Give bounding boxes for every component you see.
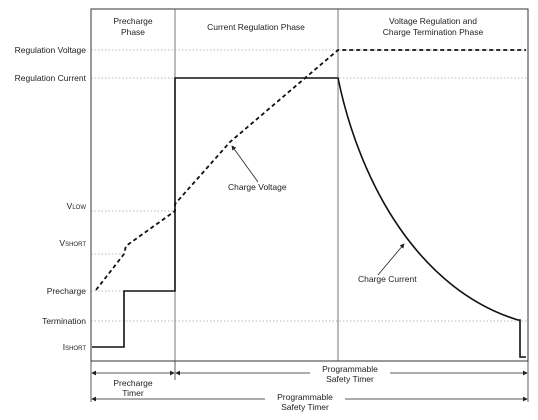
label-termination: Termination (42, 316, 86, 326)
label-v-low: VLOW (67, 201, 87, 211)
label-v-short-main: V (59, 238, 65, 248)
precharge-timer-line2: Timer (122, 388, 144, 398)
label-regulation-voltage: Regulation Voltage (15, 45, 87, 55)
charge-voltage-leader (231, 145, 259, 183)
charge-current-leader (377, 243, 405, 276)
programmable-safety-timer-1-line2: Safety Timer (326, 374, 374, 384)
timer-ticks (90, 361, 529, 402)
phase-precharge-line2: Phase (121, 27, 145, 37)
level-guides (91, 49, 528, 322)
label-precharge: Precharge (47, 286, 86, 296)
charge-current-curve (92, 77, 526, 358)
label-v-low-main: V (67, 201, 73, 211)
phase-precharge-line1: Precharge (113, 16, 152, 26)
label-v-low-sub: LOW (72, 205, 86, 211)
label-regulation-current: Regulation Current (15, 73, 87, 83)
label-v-short-sub: SHORT (65, 242, 86, 248)
precharge-timer-line1: Precharge (113, 378, 152, 388)
diagram-frame (90, 8, 529, 362)
programmable-safety-timer-2-line2: Safety Timer (281, 402, 329, 412)
charge-voltage-curve (95, 49, 526, 291)
programmable-safety-timer-1-line1: Programmable (322, 364, 378, 374)
phase-current-regulation: Current Regulation Phase (207, 22, 305, 32)
label-i-short-sub: SHORT (65, 346, 86, 352)
phase-voltage-regulation-line2: Charge Termination Phase (383, 27, 484, 37)
programmable-safety-timer-2-line1: Programmable (277, 392, 333, 402)
phase-voltage-regulation-line1: Voltage Regulation and (389, 16, 477, 26)
label-v-short: VSHORT (59, 238, 86, 248)
label-i-short: ISHORT (63, 342, 87, 352)
charge-voltage-label: Charge Voltage (228, 182, 287, 192)
charge-current-label: Charge Current (358, 274, 417, 284)
label-i-short-main: I (63, 342, 65, 352)
